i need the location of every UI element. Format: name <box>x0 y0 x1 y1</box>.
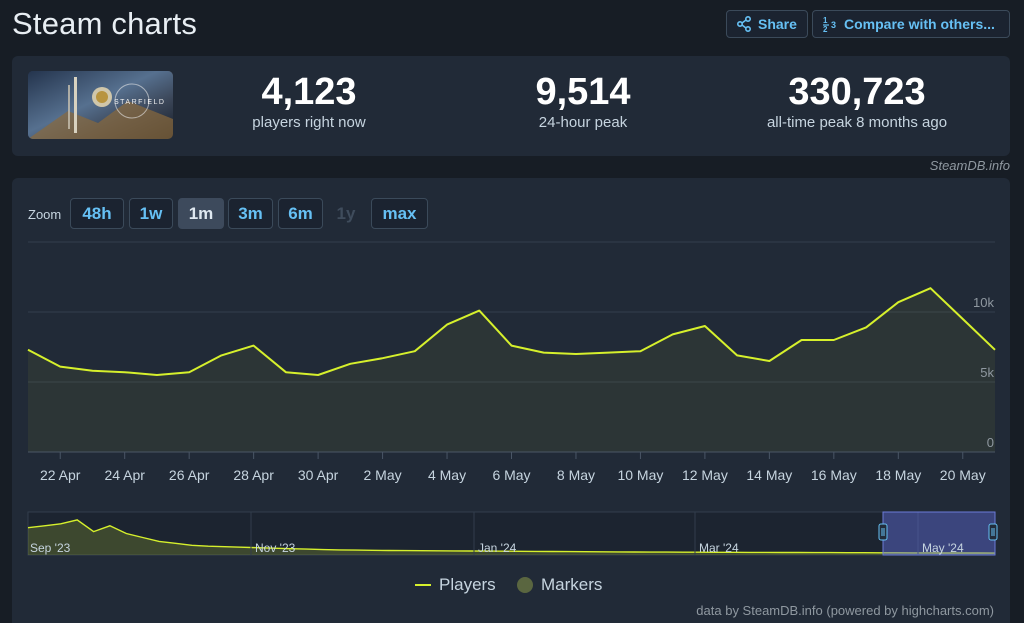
svg-text:2: 2 <box>823 25 828 32</box>
footer-credit: data by SteamDB.info (powered by highcha… <box>696 603 994 618</box>
zoom-3m-button[interactable]: 3m <box>228 198 273 229</box>
alltime-label: all-time peak 8 months ago <box>766 114 948 131</box>
current-players-label: players right now <box>252 114 366 131</box>
zoom-1m-button[interactable]: 1m <box>178 198 224 229</box>
legend-players-label: Players <box>439 575 496 594</box>
zoom-48h-button[interactable]: 48h <box>70 198 124 229</box>
compare-button[interactable]: 1 2 3 Compare with others... <box>812 10 1010 38</box>
chart-panel <box>12 178 1010 623</box>
peak24-value: 9,514 <box>535 71 631 113</box>
svg-text:STARFIELD: STARFIELD <box>114 99 166 106</box>
stat-alltime-peak: 330,723 all-time peak 8 months ago <box>727 72 987 131</box>
svg-text:1: 1 <box>823 16 828 25</box>
game-artwork: STARFIELD <box>28 71 173 139</box>
share-icon <box>736 16 751 32</box>
share-label: Share <box>758 16 797 32</box>
zoom-label: Zoom <box>28 207 62 222</box>
stat-current-players: 4,123 players right now <box>179 72 439 131</box>
peak24-label: 24-hour peak <box>538 114 628 131</box>
steamdb-credit: SteamDB.info <box>929 158 1010 173</box>
game-capsule-image[interactable]: STARFIELD <box>28 71 173 139</box>
current-players-value: 4,123 <box>261 71 357 113</box>
legend-markers-label: Markers <box>541 575 603 594</box>
alltime-value: 330,723 <box>788 71 926 113</box>
compare-label: Compare with others... <box>844 16 995 32</box>
stats-panel: STARFIELD 4,123 players right now 9,514 … <box>12 56 1010 156</box>
markers-legend-dot <box>517 577 533 593</box>
zoom-1y-button: 1y <box>336 203 356 223</box>
legend-markers[interactable]: Markers <box>517 575 602 595</box>
svg-text:3: 3 <box>831 20 836 30</box>
share-button[interactable]: Share <box>726 10 808 38</box>
players-legend-line <box>415 584 431 586</box>
stat-24h-peak: 9,514 24-hour peak <box>453 72 713 131</box>
zoom-6m-button[interactable]: 6m <box>278 198 323 229</box>
zoom-1w-button[interactable]: 1w <box>129 198 173 229</box>
legend-players[interactable]: Players <box>415 575 496 595</box>
zoom-max-button[interactable]: max <box>371 198 428 229</box>
page-title: Steam charts <box>12 6 198 41</box>
compare-icon: 1 2 3 <box>823 16 836 32</box>
